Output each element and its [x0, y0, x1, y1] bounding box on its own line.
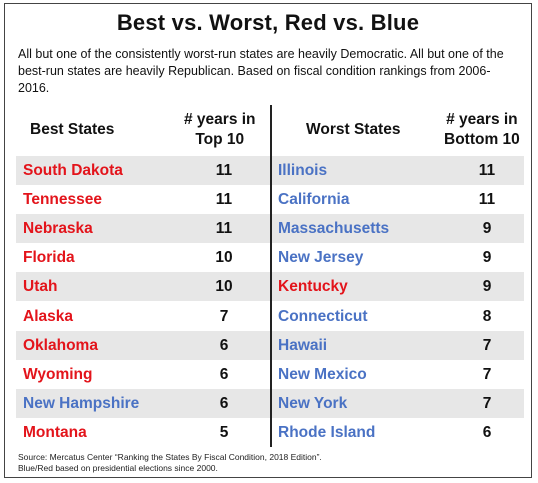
worst-state-name: Massachusetts — [278, 220, 390, 238]
worst-state-years: 11 — [478, 191, 496, 209]
worst-state-name: Rhode Island — [278, 423, 376, 441]
worst-state-name: New Jersey — [278, 249, 364, 267]
worst-state-years: 7 — [482, 394, 492, 412]
worst-state-name: California — [278, 191, 350, 209]
worst-state-name: New Mexico — [278, 365, 367, 383]
best-state-years: 10 — [215, 249, 233, 267]
infographic-frame: Best vs. Worst, Red vs. Blue All but one… — [4, 3, 532, 478]
table-row: Florida 10 New Jersey 9 — [16, 243, 524, 272]
best-state-name: Wyoming — [23, 365, 93, 383]
best-state-years: 10 — [215, 278, 233, 296]
worst-state-name: Illinois — [278, 162, 328, 179]
header-best-states: Best States — [30, 121, 115, 138]
worst-state-years: 7 — [482, 365, 492, 383]
table-row: Montana 5 Rhode Island 6 — [16, 418, 524, 447]
header-worst-states: Worst States — [306, 121, 401, 138]
best-state-years: 6 — [219, 336, 229, 354]
worst-state-years: 11 — [478, 162, 496, 179]
best-state-name: Alaska — [23, 307, 73, 325]
best-state-name: Tennessee — [23, 191, 102, 209]
table-row: Wyoming 6 New Mexico 7 — [16, 360, 524, 389]
best-state-name: New Hampshire — [23, 394, 140, 412]
best-state-years: 11 — [215, 191, 233, 209]
header-years-bottom: # years in Bottom 10 — [444, 110, 520, 150]
table-row: Alaska 7 Connecticut 8 — [16, 302, 524, 331]
header-years-bottom-line2: Bottom 10 — [444, 131, 520, 148]
header-years-top-line1: # years in — [184, 111, 256, 128]
states-table: Best States # years in Top 10 Worst Stat… — [16, 105, 524, 447]
worst-state-name: New York — [278, 394, 348, 412]
worst-state-name: Kentucky — [278, 278, 348, 296]
best-state-name: Montana — [23, 423, 87, 441]
worst-state-years: 9 — [482, 278, 492, 296]
worst-state-years: 7 — [482, 336, 492, 354]
best-state-name: Utah — [23, 278, 58, 296]
infographic-subtitle: All but one of the consistently worst-ru… — [18, 47, 504, 95]
best-state-years: 11 — [215, 162, 233, 179]
column-divider — [270, 105, 272, 447]
header-years-bottom-line1: # years in — [446, 111, 518, 128]
worst-state-name: Hawaii — [278, 336, 328, 354]
best-state-name: South Dakota — [23, 162, 123, 179]
best-state-years: 6 — [219, 365, 229, 383]
best-state-years: 6 — [219, 394, 229, 412]
header-years-top-line2: Top 10 — [195, 131, 245, 148]
best-state-years: 7 — [219, 307, 229, 325]
best-state-years: 5 — [219, 423, 229, 441]
source-line-1: Source: Mercatus Center “Ranking the Sta… — [18, 452, 322, 462]
worst-state-years: 9 — [482, 220, 492, 238]
worst-state-years: 9 — [482, 249, 492, 267]
best-state-name: Oklahoma — [23, 336, 98, 354]
source-line-2: Blue/Red based on presidential elections… — [18, 463, 218, 473]
source-note: Source: Mercatus Center “Ranking the Sta… — [18, 452, 322, 474]
header-years-top: # years in Top 10 — [184, 110, 256, 150]
worst-state-years: 8 — [482, 307, 492, 325]
worst-state-years: 6 — [482, 423, 492, 441]
best-state-years: 11 — [215, 220, 233, 238]
best-state-name: Nebraska — [23, 220, 93, 238]
table-row: Tennessee 11 California 11 — [16, 185, 524, 214]
infographic-title: Best vs. Worst, Red vs. Blue — [116, 10, 420, 35]
best-state-name: Florida — [23, 249, 75, 267]
worst-state-name: Connecticut — [278, 307, 368, 325]
